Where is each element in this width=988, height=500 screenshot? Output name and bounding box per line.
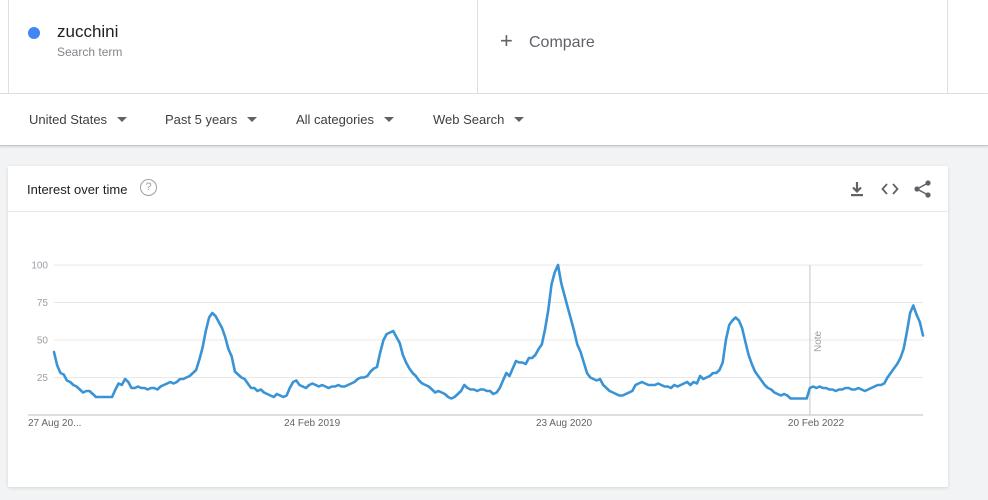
region-filter[interactable]: United States bbox=[29, 112, 128, 127]
download-icon[interactable] bbox=[846, 178, 868, 200]
plus-icon: + bbox=[500, 28, 513, 53]
time-range-filter[interactable]: Past 5 years bbox=[165, 112, 258, 127]
x-tick-label: 20 Feb 2022 bbox=[788, 418, 845, 429]
caret-down-icon bbox=[384, 117, 395, 123]
y-tick-label: 75 bbox=[37, 298, 49, 309]
time-range-filter-label: Past 5 years bbox=[165, 112, 238, 127]
search-term-type: Search term bbox=[57, 45, 123, 59]
y-tick-label: 100 bbox=[31, 261, 48, 272]
caret-down-icon bbox=[247, 117, 258, 123]
embed-code-icon[interactable] bbox=[879, 178, 901, 200]
x-tick-label: 23 Aug 2020 bbox=[536, 418, 593, 429]
series-line-zucchini[interactable] bbox=[52, 263, 925, 400]
y-tick-label: 25 bbox=[37, 373, 49, 384]
category-filter-label: All categories bbox=[296, 112, 375, 127]
x-tick-label: 27 Aug 20... bbox=[28, 418, 81, 429]
share-icon[interactable] bbox=[912, 178, 934, 200]
search-type-filter-label: Web Search bbox=[433, 112, 505, 127]
help-circle-icon[interactable]: ? bbox=[140, 179, 157, 196]
caret-down-icon bbox=[514, 117, 525, 123]
term-color-dot bbox=[28, 27, 40, 39]
search-term-card[interactable]: zucchini Search term bbox=[8, 0, 478, 94]
y-tick-label: 50 bbox=[37, 336, 49, 347]
region-filter-label: United States bbox=[29, 112, 108, 127]
x-tick-label: 24 Feb 2019 bbox=[284, 418, 341, 429]
filter-bar: United States Past 5 years All categorie… bbox=[0, 94, 988, 146]
search-type-filter[interactable]: Web Search bbox=[433, 112, 525, 127]
card-header: Interest over time ? bbox=[8, 166, 948, 212]
search-term-name[interactable]: zucchini bbox=[57, 22, 119, 41]
search-header: zucchini Search term + Compare bbox=[0, 0, 988, 94]
interest-over-time-card: Interest over time ? bbox=[8, 166, 948, 487]
category-filter[interactable]: All categories bbox=[296, 112, 395, 127]
card-title: Interest over time bbox=[27, 182, 128, 197]
compare-button[interactable]: + Compare bbox=[478, 0, 948, 94]
caret-down-icon bbox=[117, 117, 128, 123]
compare-label: Compare bbox=[529, 34, 595, 51]
note-annotation[interactable]: Note bbox=[813, 330, 824, 352]
